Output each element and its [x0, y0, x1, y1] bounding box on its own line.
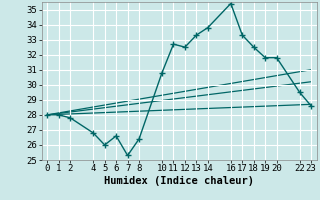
- X-axis label: Humidex (Indice chaleur): Humidex (Indice chaleur): [104, 176, 254, 186]
